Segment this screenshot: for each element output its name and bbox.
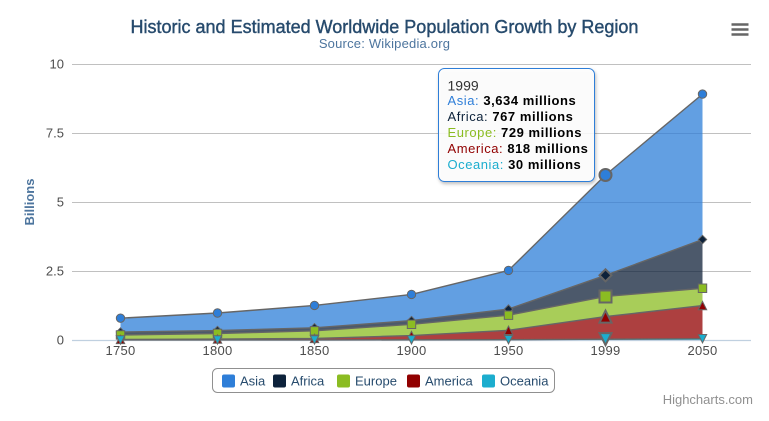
svg-text:Africa: 767 millions: Africa: 767 millions xyxy=(448,109,574,124)
svg-text:Europe: 729 millions: Europe: 729 millions xyxy=(448,125,583,140)
svg-text:7.5: 7.5 xyxy=(46,126,64,141)
svg-text:1850: 1850 xyxy=(299,343,329,358)
svg-text:Oceania: 30 millions: Oceania: 30 millions xyxy=(448,157,582,172)
svg-text:Africa: Africa xyxy=(291,374,325,389)
svg-text:0: 0 xyxy=(57,333,64,348)
svg-text:America: 818 millions: America: 818 millions xyxy=(448,141,589,156)
svg-text:Oceania: Oceania xyxy=(500,374,549,389)
svg-text:Europe: Europe xyxy=(355,374,397,389)
svg-text:1950: 1950 xyxy=(493,343,523,358)
svg-text:10: 10 xyxy=(50,57,64,72)
svg-text:1999: 1999 xyxy=(448,78,479,94)
svg-text:America: America xyxy=(425,374,473,389)
svg-text:Billions: Billions xyxy=(22,179,37,226)
svg-text:Asia: 3,634 millions: Asia: 3,634 millions xyxy=(448,93,577,108)
svg-text:5: 5 xyxy=(57,195,64,210)
svg-text:Source: Wikipedia.org: Source: Wikipedia.org xyxy=(319,36,450,51)
svg-text:Asia: Asia xyxy=(240,374,266,389)
svg-text:2.5: 2.5 xyxy=(46,264,64,279)
svg-text:1900: 1900 xyxy=(396,343,426,358)
svg-text:1800: 1800 xyxy=(202,343,232,358)
svg-text:1999: 1999 xyxy=(590,343,620,358)
svg-text:Historic and Estimated Worldwi: Historic and Estimated Worldwide Populat… xyxy=(131,17,639,37)
svg-text:Highcharts.com: Highcharts.com xyxy=(663,392,753,407)
svg-text:2050: 2050 xyxy=(687,343,717,358)
svg-text:1750: 1750 xyxy=(105,343,135,358)
